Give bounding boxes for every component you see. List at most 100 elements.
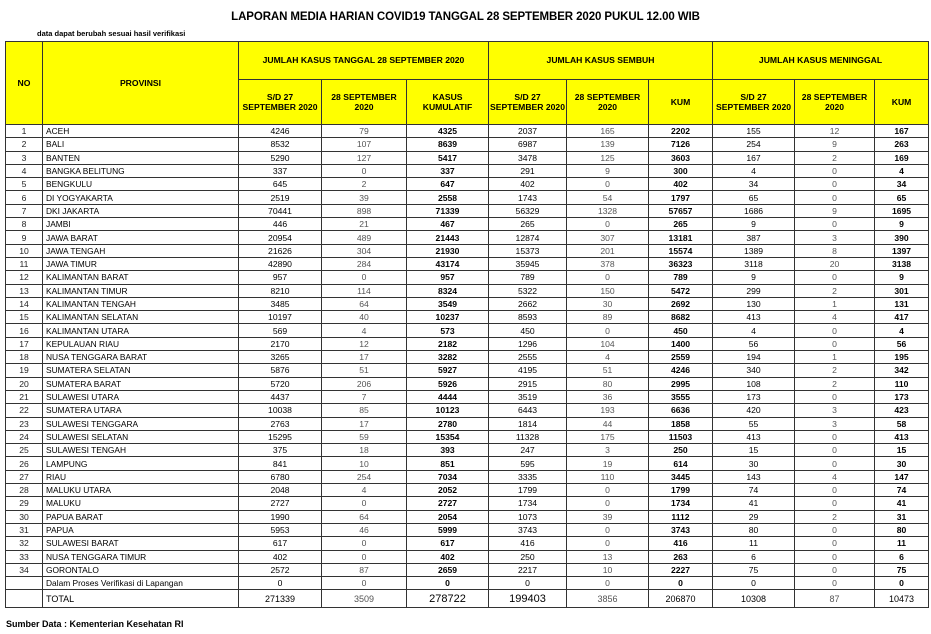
cell-kasus-28: 0 [321, 536, 407, 551]
cell-kasus-28: 79 [321, 123, 407, 139]
cell-kasus-kum: 71339 [406, 203, 489, 219]
cell-provinsi: BANTEN [42, 150, 239, 165]
cell-sembuh-sd27: 199403 [488, 589, 567, 609]
cell-kasus-28: 12 [321, 336, 407, 352]
cell-no: 19 [5, 363, 43, 378]
cell-no: 34 [5, 562, 43, 578]
cell-meninggal-28: 12 [794, 123, 876, 139]
cell-no: 25 [5, 443, 43, 458]
cell-no: 5 [5, 177, 43, 192]
cell-kasus-28: 4 [321, 483, 407, 498]
cell-kasus-28: 107 [321, 137, 407, 152]
cell-kasus-kum: 15354 [406, 429, 489, 445]
table-row: 4 BANGKA BELITUNG 337 0 337 291 9 300 4 0 4 [5, 163, 930, 179]
table-row: 30 PAPUA BARAT 1990 64 2054 1073 39 1112 29 2 31 [5, 509, 930, 524]
cell-meninggal-28: 8 [794, 243, 876, 258]
header-meninggal-kum: KUM [874, 79, 930, 125]
cell-sembuh-28: 10 [566, 562, 649, 578]
cell-sembuh-sd27: 1743 [488, 190, 567, 205]
cell-kasus-28: 2 [321, 177, 407, 192]
table-row: 19 SUMATERA SELATAN 5876 51 5927 4195 51 4246 34… [5, 363, 930, 378]
cell-no: 6 [5, 190, 43, 205]
cell-sembuh-kum: 265 [647, 217, 714, 232]
cell-sembuh-28: 89 [566, 310, 649, 325]
cell-sembuh-sd27: 2217 [488, 562, 567, 578]
cell-meninggal-kum: 1695 [874, 203, 930, 219]
cell-sembuh-28: 0 [566, 177, 649, 192]
cell-sembuh-sd27: 15373 [488, 243, 567, 258]
cell-sembuh-sd27: 8593 [488, 310, 567, 325]
covid-data-table: NO PROVINSI JUMLAH KASUS TANGGAL 28 SEPT… [5, 41, 930, 609]
table-row: 22 SUMATERA UTARA 10038 85 10123 6443 193 6636 4… [5, 403, 930, 418]
cell-provinsi: TOTAL [42, 589, 239, 609]
cell-kasus-kum: 2659 [406, 562, 489, 578]
cell-meninggal-sd27: 4 [712, 323, 796, 338]
cell-sembuh-sd27: 5322 [488, 283, 567, 298]
cell-meninggal-sd27: 3118 [712, 256, 796, 272]
table-row: 18 NUSA TENGGARA BARAT 3265 17 3282 2555 4 2559… [5, 350, 930, 365]
cell-meninggal-kum: 75 [874, 562, 930, 578]
cell-provinsi: SULAWESI UTARA [42, 389, 239, 405]
cell-sembuh-28: 36 [566, 389, 649, 405]
cell-kasus-28: 0 [321, 270, 407, 285]
cell-kasus-kum: 278722 [406, 589, 489, 609]
cell-kasus-28: 10 [321, 456, 407, 471]
cell-sembuh-kum: 11503 [647, 429, 714, 445]
cell-sembuh-sd27: 3478 [488, 150, 567, 165]
cell-sembuh-kum: 4246 [647, 363, 714, 378]
cell-sembuh-28: 3 [566, 443, 649, 458]
cell-meninggal-sd27: 1389 [712, 243, 796, 258]
cell-sembuh-28: 175 [566, 429, 649, 445]
cell-kasus-kum: 4325 [406, 123, 489, 139]
cell-kasus-28: 206 [321, 376, 407, 391]
table-row: 25 SULAWESI TENGAH 375 18 393 247 3 250 15 0 15 [5, 443, 930, 458]
cell-provinsi: PAPUA [42, 522, 239, 538]
cell-meninggal-sd27: 9 [712, 217, 796, 232]
cell-sembuh-kum: 15574 [647, 243, 714, 258]
cell-sembuh-kum: 8682 [647, 310, 714, 325]
cell-meninggal-kum: 74 [874, 483, 930, 498]
cell-no: 21 [5, 389, 43, 405]
cell-meninggal-kum: 390 [874, 230, 930, 245]
table-row: 29 MALUKU 2727 0 2727 1734 0 1734 41 0 41 [5, 496, 930, 511]
cell-provinsi: MALUKU UTARA [42, 483, 239, 498]
cell-kasus-kum: 5417 [406, 150, 489, 165]
cell-kasus-kum: 21930 [406, 243, 489, 258]
cell-meninggal-28: 9 [794, 203, 876, 219]
cell-sembuh-sd27: 291 [488, 163, 567, 179]
table-row: 26 LAMPUNG 841 10 851 595 19 614 30 0 30 [5, 456, 930, 471]
cell-kasus-sd27: 10038 [238, 403, 322, 418]
cell-meninggal-28: 0 [794, 177, 876, 192]
cell-kasus-sd27: 70441 [238, 203, 322, 219]
cell-meninggal-sd27: 254 [712, 137, 796, 152]
header-group-sembuh: JUMLAH KASUS SEMBUH [487, 41, 714, 80]
cell-no: 1 [5, 123, 43, 139]
cell-kasus-sd27: 645 [238, 177, 322, 192]
cell-meninggal-kum: 0 [874, 576, 930, 591]
cell-sembuh-28: 0 [566, 522, 649, 538]
cell-kasus-28: 87 [321, 562, 407, 578]
cell-meninggal-sd27: 55 [712, 416, 796, 431]
cell-meninggal-sd27: 130 [712, 296, 796, 312]
cell-kasus-28: 4 [321, 323, 407, 338]
cell-meninggal-28: 0 [794, 456, 876, 471]
cell-meninggal-sd27: 65 [712, 190, 796, 205]
cell-kasus-kum: 8324 [406, 283, 489, 298]
cell-provinsi: JAWA TENGAH [42, 243, 239, 258]
cell-no: 12 [5, 270, 43, 285]
cell-provinsi: DI YOGYAKARTA [42, 190, 239, 205]
cell-provinsi: NUSA TENGGARA BARAT [42, 350, 239, 365]
cell-kasus-sd27: 402 [238, 549, 322, 564]
cell-meninggal-sd27: 30 [712, 456, 796, 471]
cell-kasus-28: 46 [321, 522, 407, 538]
cell-no: 29 [5, 496, 43, 511]
cell-meninggal-sd27: 29 [712, 509, 796, 524]
cell-provinsi: BALI [42, 137, 239, 152]
cell-meninggal-kum: 10473 [874, 589, 930, 609]
cell-provinsi: MALUKU [42, 496, 239, 511]
cell-meninggal-kum: 15 [874, 443, 930, 458]
cell-no: 32 [5, 536, 43, 551]
cell-sembuh-kum: 3555 [647, 389, 714, 405]
cell-sembuh-sd27: 265 [488, 217, 567, 232]
table-row: 34 GORONTALO 2572 87 2659 2217 10 2227 75 0 75 [5, 562, 930, 578]
